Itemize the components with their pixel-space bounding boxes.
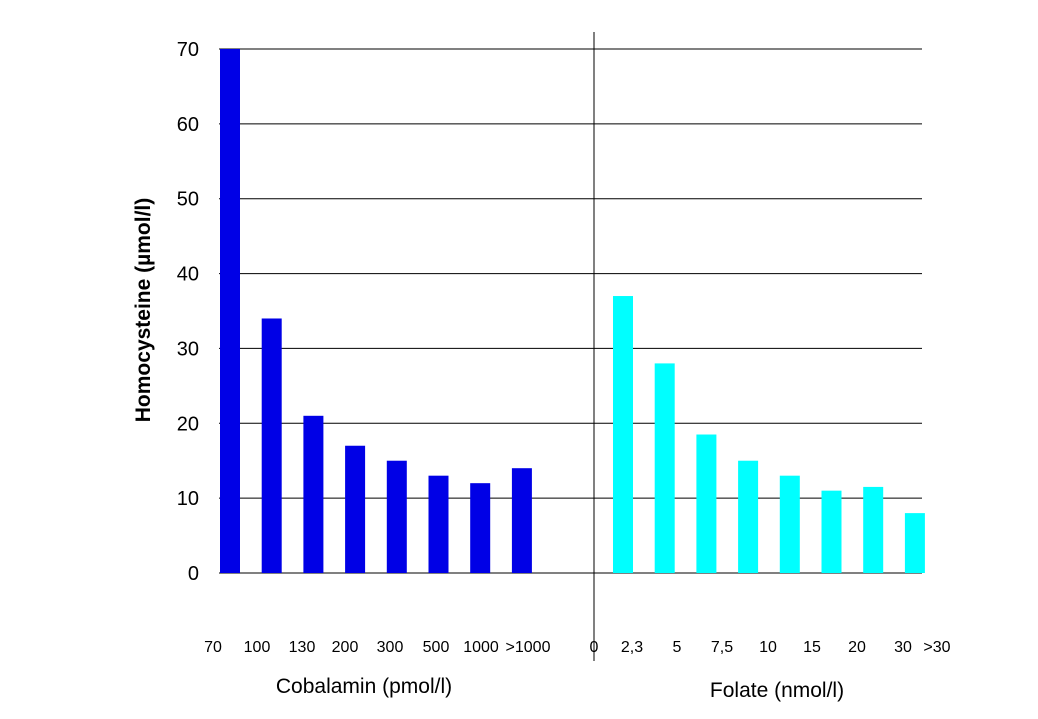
x-tick-label: 200: [332, 639, 359, 656]
x-tick-label: >30: [923, 639, 950, 656]
y-tick-label: 20: [177, 413, 199, 435]
x-tick-label: 300: [377, 639, 404, 656]
bar: [511, 468, 532, 573]
bar: [470, 483, 491, 573]
x-tick-label: 100: [244, 639, 271, 656]
bars: [220, 49, 925, 573]
x-tick-label: 2,3: [621, 639, 643, 656]
x-tick-label: 20: [848, 639, 866, 656]
bar: [738, 460, 759, 573]
x-tick-label: 500: [423, 639, 450, 656]
x-tick-label: 7,5: [711, 639, 733, 656]
x-tick-label: 15: [803, 639, 821, 656]
bar: [696, 434, 717, 573]
bar: [779, 475, 800, 573]
bar: [345, 445, 366, 573]
bar: [303, 415, 324, 573]
bar: [261, 318, 282, 573]
x-tick-labels: 70 100 130 200 300 500 1000 >1000 0 2,3 5 7,5 10 15 20…: [204, 639, 951, 656]
y-tick-label: 50: [177, 189, 199, 211]
gridlines: [219, 48, 922, 574]
y-tick-label: 10: [177, 488, 199, 510]
x-tick-label: 1000: [463, 639, 499, 656]
y-tick-labels: 0 10 20 30 40 50 60 70: [177, 39, 199, 585]
x-tick-label: 0: [590, 639, 599, 656]
bar: [613, 296, 633, 573]
y-tick-label: 30: [177, 338, 199, 360]
folate-axis-label: Folate (nmol/l): [710, 679, 844, 702]
y-axis-label: Homocysteine (µmol/l): [132, 198, 155, 422]
bar: [220, 49, 240, 573]
bar: [654, 363, 675, 573]
x-tick-label: 130: [289, 639, 316, 656]
x-tick-label: 30: [894, 639, 912, 656]
x-tick-label: 5: [673, 639, 682, 656]
cobalamin-axis-label: Cobalamin (pmol/l): [276, 675, 452, 698]
y-tick-label: 70: [177, 39, 199, 61]
bar: [821, 490, 842, 573]
x-tick-label: >1000: [506, 639, 551, 656]
y-tick-label: 40: [177, 264, 199, 286]
x-tick-label: 70: [204, 639, 222, 656]
y-tick-label: 60: [177, 114, 199, 136]
x-tick-label: 10: [759, 639, 777, 656]
bar: [863, 486, 884, 573]
bar: [904, 513, 925, 573]
bar: [428, 475, 449, 573]
y-tick-label: 0: [188, 563, 199, 585]
bar: [386, 460, 407, 573]
